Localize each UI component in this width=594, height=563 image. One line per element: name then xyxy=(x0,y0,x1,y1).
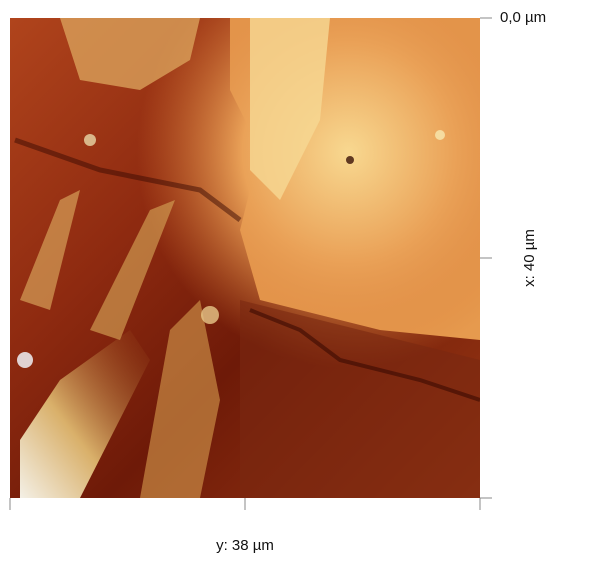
y-axis-label: y: 38 µm xyxy=(216,537,274,554)
x-axis-label: x: 40 µm xyxy=(521,229,538,287)
origin-label: 0,0 µm xyxy=(500,9,546,26)
afm-figure: 0,0 µm x: 40 µm y: 38 µm xyxy=(0,0,594,558)
afm-image xyxy=(10,18,480,498)
page: 0,0 µm x: 40 µm y: 38 µm (() => { const … xyxy=(0,0,594,558)
